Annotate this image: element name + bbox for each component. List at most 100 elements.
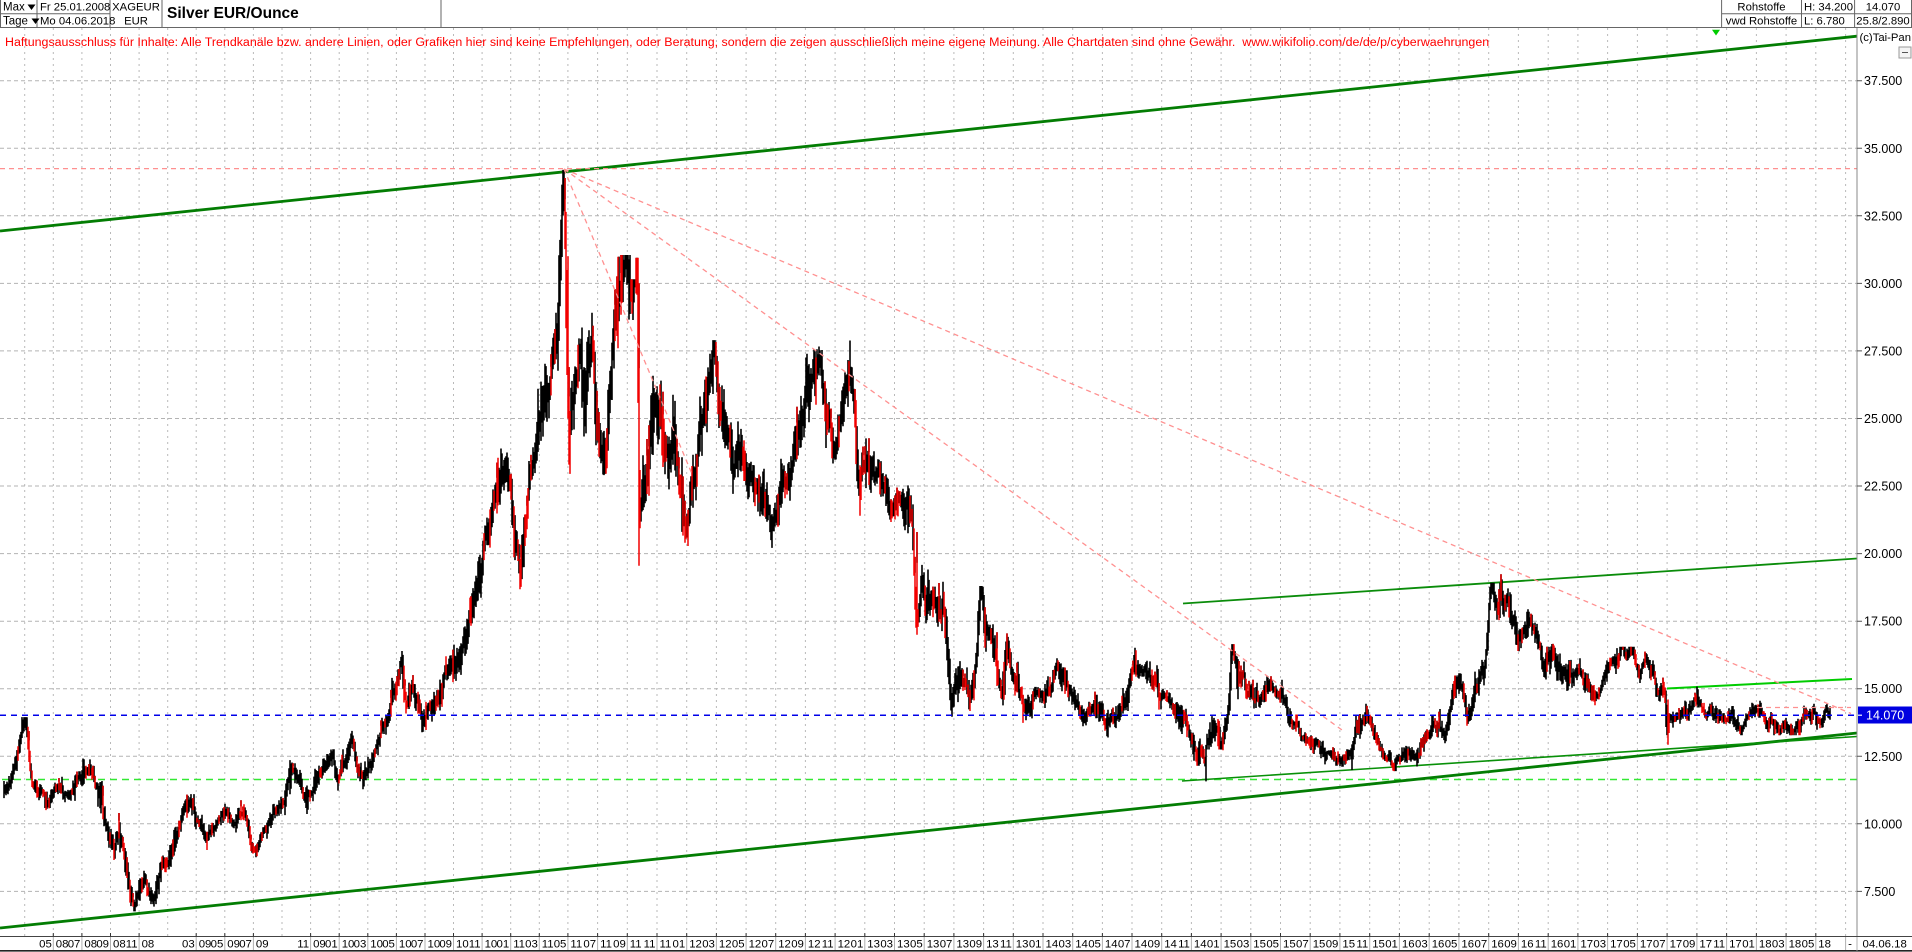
svg-text:15: 15 <box>1313 939 1326 951</box>
svg-text:14: 14 <box>1046 939 1059 951</box>
svg-text:Tage: Tage <box>3 16 28 28</box>
svg-text:08: 08 <box>84 939 97 951</box>
svg-text:05: 05 <box>1445 939 1458 951</box>
svg-text:11: 11 <box>1713 939 1725 951</box>
svg-text:12.500: 12.500 <box>1864 750 1902 764</box>
svg-text:08: 08 <box>113 939 126 951</box>
svg-text:12: 12 <box>778 939 791 951</box>
svg-text:(c)Tai-Pan: (c)Tai-Pan <box>1860 32 1911 44</box>
svg-text:07: 07 <box>68 939 81 951</box>
svg-text:17.500: 17.500 <box>1864 615 1902 629</box>
svg-text:05: 05 <box>1088 939 1101 951</box>
svg-text:Rohstoffe: Rohstoffe <box>1737 2 1785 14</box>
svg-text:09: 09 <box>96 939 109 951</box>
svg-text:11: 11 <box>630 939 642 951</box>
svg-text:25.8/2.890: 25.8/2.890 <box>1856 16 1909 28</box>
svg-text:01: 01 <box>673 939 686 951</box>
svg-text:05: 05 <box>211 939 224 951</box>
svg-text:10: 10 <box>399 939 412 951</box>
svg-text:12: 12 <box>808 939 821 951</box>
svg-text:17: 17 <box>1670 939 1683 951</box>
svg-text:13: 13 <box>986 939 999 951</box>
svg-text:09: 09 <box>1504 939 1517 951</box>
svg-text:12: 12 <box>749 939 762 951</box>
svg-text:14: 14 <box>1164 939 1177 951</box>
svg-text:15: 15 <box>1372 939 1385 951</box>
svg-text:04.06.18: 04.06.18 <box>1863 939 1907 951</box>
svg-text:05: 05 <box>1623 939 1636 951</box>
svg-text:03: 03 <box>1237 939 1250 951</box>
svg-text:H: 34.200: H: 34.200 <box>1804 2 1853 14</box>
svg-text:03: 03 <box>880 939 893 951</box>
svg-text:14: 14 <box>1075 939 1088 951</box>
svg-text:32.500: 32.500 <box>1864 209 1902 223</box>
svg-text:11: 11 <box>644 939 656 951</box>
svg-text:03: 03 <box>702 939 715 951</box>
svg-text:15: 15 <box>1283 939 1296 951</box>
svg-text:18: 18 <box>1818 939 1831 951</box>
svg-text:05: 05 <box>732 939 745 951</box>
svg-text:07: 07 <box>1118 939 1131 951</box>
svg-text:14: 14 <box>1105 939 1118 951</box>
svg-text:16: 16 <box>1461 939 1474 951</box>
svg-text:05: 05 <box>382 939 395 951</box>
svg-text:03: 03 <box>1593 939 1606 951</box>
svg-text:09: 09 <box>313 939 326 951</box>
svg-text:11: 11 <box>1000 939 1012 951</box>
svg-text:03: 03 <box>182 939 195 951</box>
svg-text:03: 03 <box>1772 939 1785 951</box>
svg-text:01: 01 <box>1742 939 1755 951</box>
svg-text:09: 09 <box>613 939 626 951</box>
svg-text:13: 13 <box>956 939 969 951</box>
svg-text:05: 05 <box>1266 939 1279 951</box>
svg-text:01: 01 <box>851 939 864 951</box>
svg-text:17: 17 <box>1729 939 1742 951</box>
svg-text:11: 11 <box>822 939 834 951</box>
svg-text:XAGEUR: XAGEUR <box>112 2 160 14</box>
svg-text:09: 09 <box>227 939 240 951</box>
svg-text:01: 01 <box>1207 939 1220 951</box>
svg-text:10: 10 <box>370 939 383 951</box>
svg-text:05: 05 <box>554 939 567 951</box>
svg-text:37.500: 37.500 <box>1864 74 1902 88</box>
svg-text:09: 09 <box>791 939 804 951</box>
svg-text:12: 12 <box>838 939 851 951</box>
svg-text:Silver EUR/Ounce: Silver EUR/Ounce <box>167 5 299 22</box>
svg-text:17: 17 <box>1610 939 1623 951</box>
svg-text:11: 11 <box>126 939 138 951</box>
svg-text:EUR: EUR <box>124 16 148 28</box>
svg-text:05: 05 <box>1802 939 1815 951</box>
svg-text:10: 10 <box>456 939 469 951</box>
svg-text:07: 07 <box>239 939 252 951</box>
svg-text:11: 11 <box>469 939 481 951</box>
svg-text:03: 03 <box>1059 939 1072 951</box>
svg-text:09: 09 <box>199 939 212 951</box>
svg-text:10.000: 10.000 <box>1864 817 1902 831</box>
svg-text:15: 15 <box>1253 939 1266 951</box>
svg-text:11: 11 <box>660 939 672 951</box>
svg-text:11: 11 <box>1535 939 1547 951</box>
svg-text:08: 08 <box>56 939 69 951</box>
svg-text:Mo 04.06.2018: Mo 04.06.2018 <box>40 16 115 28</box>
svg-text:14.070: 14.070 <box>1866 2 1901 14</box>
svg-text:07: 07 <box>940 939 953 951</box>
svg-text:Max: Max <box>3 2 25 14</box>
svg-text:17: 17 <box>1580 939 1593 951</box>
svg-text:7.500: 7.500 <box>1864 885 1895 899</box>
svg-text:09: 09 <box>969 939 982 951</box>
svg-text:30.000: 30.000 <box>1864 277 1902 291</box>
svg-text:09: 09 <box>256 939 269 951</box>
svg-text:22.500: 22.500 <box>1864 480 1902 494</box>
svg-text:09: 09 <box>1148 939 1161 951</box>
svg-text:07: 07 <box>583 939 596 951</box>
svg-text:13: 13 <box>1016 939 1029 951</box>
svg-text:15: 15 <box>1342 939 1355 951</box>
svg-text:Fr 25.01.2008: Fr 25.01.2008 <box>40 2 110 14</box>
svg-text:11: 11 <box>1178 939 1190 951</box>
svg-text:05: 05 <box>39 939 52 951</box>
svg-text:03: 03 <box>354 939 367 951</box>
svg-text:vwd Rohstoffe: vwd Rohstoffe <box>1726 16 1797 28</box>
svg-text:27.500: 27.500 <box>1864 344 1902 358</box>
svg-text:16: 16 <box>1521 939 1534 951</box>
svg-text:16: 16 <box>1432 939 1445 951</box>
